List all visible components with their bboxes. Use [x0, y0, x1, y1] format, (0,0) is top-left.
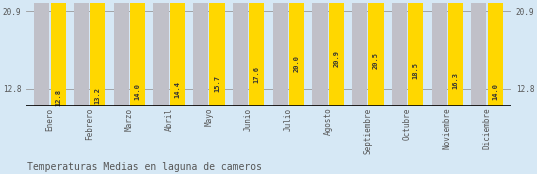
- Text: 14.0: 14.0: [492, 83, 498, 100]
- Bar: [34, 0, 49, 106]
- Bar: [74, 0, 89, 106]
- Bar: [50, 0, 66, 106]
- Text: 18.5: 18.5: [413, 62, 419, 79]
- Bar: [313, 0, 328, 106]
- Bar: [392, 0, 407, 106]
- Bar: [233, 0, 248, 106]
- Bar: [471, 0, 487, 106]
- Bar: [114, 0, 129, 106]
- Bar: [448, 0, 463, 106]
- Text: 13.2: 13.2: [95, 87, 101, 104]
- Bar: [209, 0, 224, 106]
- Bar: [289, 0, 304, 106]
- Bar: [154, 0, 169, 106]
- Bar: [249, 0, 264, 106]
- Bar: [273, 0, 288, 106]
- Text: Temperaturas Medias en laguna de cameros: Temperaturas Medias en laguna de cameros: [27, 162, 262, 172]
- Bar: [90, 0, 105, 106]
- Bar: [488, 0, 503, 106]
- Bar: [368, 0, 383, 106]
- Bar: [170, 0, 185, 106]
- Text: 16.3: 16.3: [453, 72, 459, 89]
- Text: 12.8: 12.8: [55, 89, 61, 106]
- Text: 14.4: 14.4: [175, 81, 180, 98]
- Text: 20.0: 20.0: [294, 55, 300, 72]
- Text: 15.7: 15.7: [214, 75, 220, 92]
- Text: 17.6: 17.6: [254, 66, 260, 83]
- Bar: [432, 0, 447, 106]
- Bar: [329, 0, 344, 106]
- Bar: [408, 0, 423, 106]
- Bar: [352, 0, 367, 106]
- Text: 20.5: 20.5: [373, 52, 379, 69]
- Bar: [130, 0, 145, 106]
- Text: 14.0: 14.0: [135, 83, 141, 100]
- Bar: [193, 0, 208, 106]
- Text: 20.9: 20.9: [333, 50, 339, 67]
